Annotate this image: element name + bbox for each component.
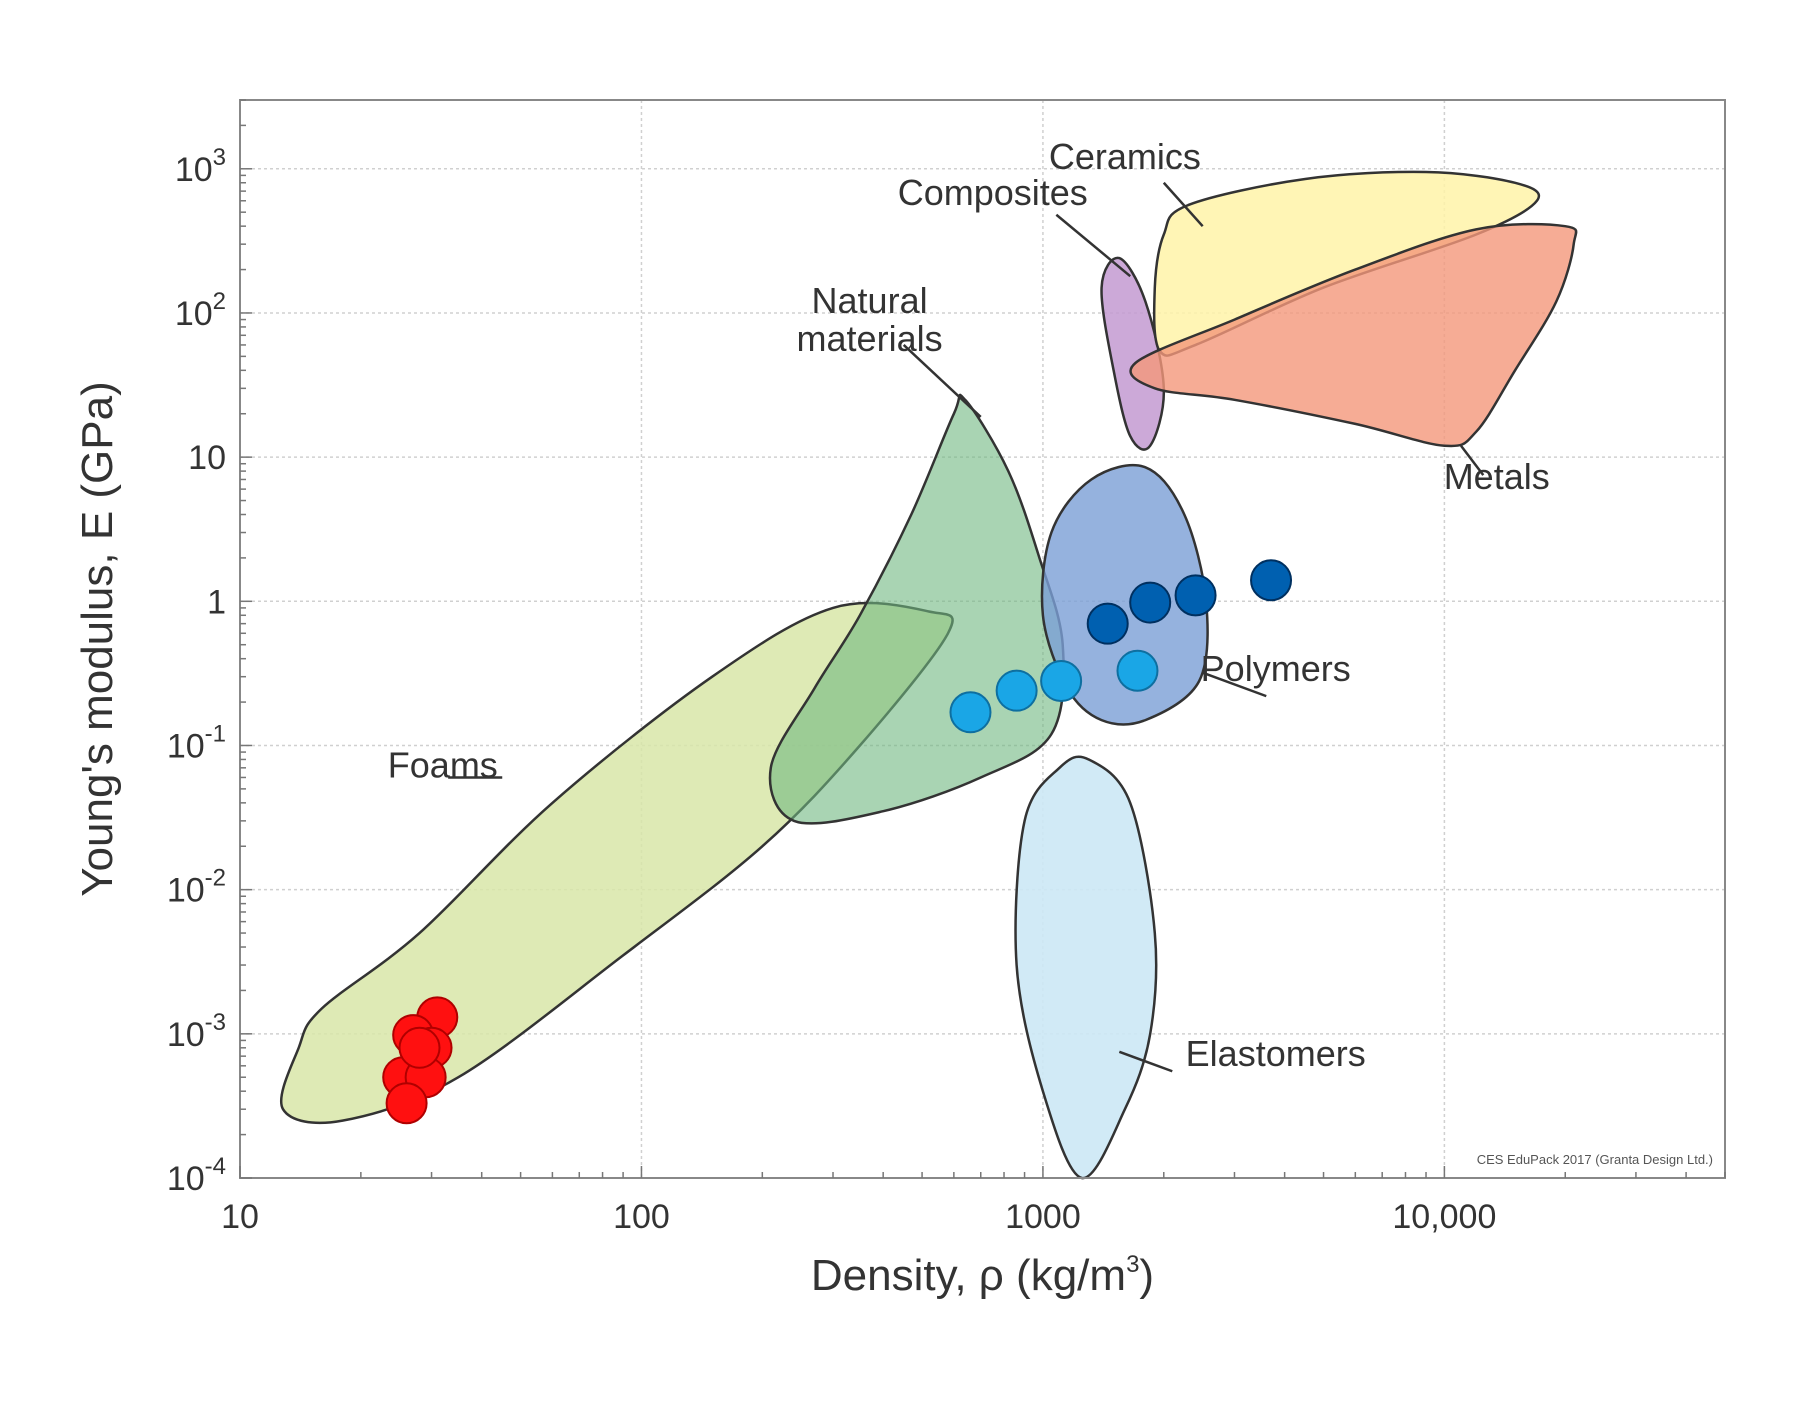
material-families [280, 170, 1578, 1180]
y-tick-label: 102 [175, 288, 226, 333]
chart-credit: CES EduPack 2017 (Granta Design Ltd.) [1477, 1152, 1713, 1167]
data-point-series-2 [949, 691, 992, 734]
data-point-series-1 [398, 1026, 441, 1069]
data-points [382, 559, 1293, 1125]
x-axis-title-base: Density, ρ (kg/m [811, 1251, 1126, 1300]
family-region-polymers [1040, 463, 1209, 726]
leader-line-polymers [1202, 671, 1267, 698]
family-label-foams: Foams [388, 744, 498, 785]
data-point-series-2 [995, 669, 1038, 712]
data-point-series-3 [1129, 581, 1172, 624]
x-tick-label: 10 [221, 1198, 259, 1236]
y-tick-label: 10-1 [167, 720, 226, 765]
family-label-composites: Composites [898, 172, 1088, 213]
family-region-composites [1100, 256, 1166, 451]
family-region-metals [1129, 222, 1578, 448]
family-region-natural [768, 393, 1065, 825]
x-axis-title-exponent: 3 [1126, 1251, 1139, 1278]
family-labels: Foams Natural materials Polymers Elastomers C… [388, 136, 1550, 1074]
y-tick-label: 10-2 [167, 865, 226, 910]
data-point-series-2 [1116, 649, 1159, 692]
axis-ticks: 10 100 1000 10,000 10-4 10-3 10-2 10-1 1 10 102 103 [167, 99, 1726, 1236]
x-tick-label: 1000 [1005, 1198, 1081, 1236]
y-tick-label: 10-3 [167, 1009, 226, 1054]
family-label-polymers: Polymers [1201, 648, 1351, 689]
x-tick-label: 10,000 [1392, 1198, 1496, 1236]
y-tick-label: 1 [207, 583, 226, 621]
y-tick-label: 10-4 [167, 1153, 226, 1198]
data-point-series-3 [1250, 559, 1293, 602]
data-point-series-1 [385, 1082, 428, 1125]
family-leader-lines [448, 181, 1485, 1073]
leader-line-natural [902, 344, 982, 418]
leader-line-composites [1055, 213, 1132, 278]
family-label-ceramics: Ceramics [1049, 136, 1201, 177]
leader-line-ceramics [1162, 181, 1204, 227]
leader-line-elastomers [1118, 1050, 1173, 1073]
y-tick-label: 10 [188, 439, 226, 477]
x-axis-title: Density, ρ (kg/m3) [811, 1251, 1154, 1300]
family-region-elastomers [1014, 755, 1158, 1180]
y-tick-label: 103 [175, 144, 226, 189]
y-axis-title: Young's modulus, E (GPa) [73, 381, 122, 897]
data-point-series-3 [1086, 602, 1129, 645]
family-label-natural: Natural materials [797, 280, 943, 359]
data-point-series-2 [1040, 660, 1083, 703]
plot-frame [239, 99, 1726, 1179]
family-label-metals: Metals [1444, 456, 1550, 497]
x-tick-label: 100 [613, 1198, 670, 1236]
x-axis-title-tail: ) [1139, 1251, 1154, 1300]
data-point-series-3 [1174, 574, 1217, 617]
leader-line-metals [1460, 444, 1485, 476]
family-label-elastomers: Elastomers [1186, 1033, 1366, 1074]
